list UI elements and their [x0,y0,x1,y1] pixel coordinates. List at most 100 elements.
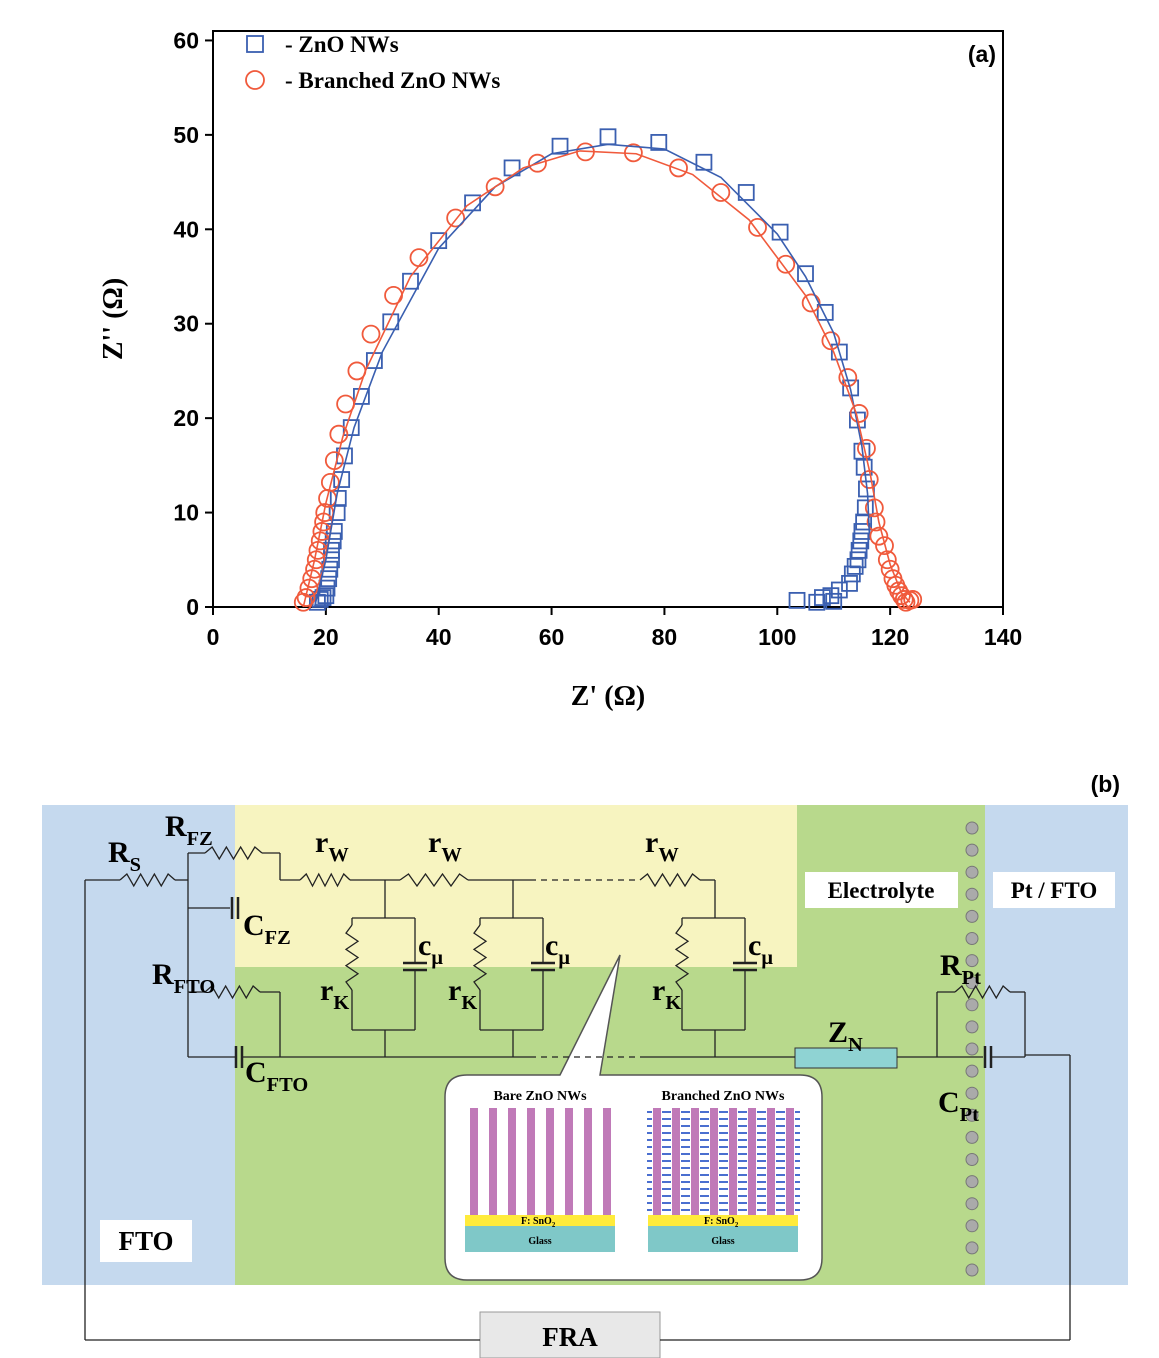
electrode-bead [965,1219,979,1233]
point [599,128,617,146]
x-axis-title: Z' (Ω) [571,681,646,712]
point [650,134,668,151]
nanowire [470,1108,478,1216]
circuit-label-sub: W [658,844,679,866]
point [814,589,831,606]
point [842,379,860,397]
point [797,265,814,283]
circuit-label: CPt [938,1086,979,1126]
nanowire [786,1108,794,1216]
zno-region [235,805,797,967]
resistor [674,924,690,991]
circuit-label: cμ [748,929,773,969]
point [748,218,767,237]
nanowire [584,1108,592,1216]
point [816,303,834,321]
label-box [805,872,958,908]
circuit-label: rK [448,974,477,1014]
resistor [299,872,351,888]
point [896,592,916,612]
point [859,470,879,489]
x-tick-label: 120 [871,624,909,650]
circuit-label-main: r [652,974,665,1007]
y-tick-label: 50 [173,122,199,148]
zn-element [794,1047,898,1069]
circuit-label-main: R [152,958,174,991]
circuit-label-sub: FZ [187,828,213,850]
x-tick-label: 20 [313,624,339,650]
nanowire [489,1108,497,1216]
circuit-label-sub: S [130,854,141,876]
point [299,578,319,598]
x-tick-label: 140 [984,624,1022,650]
point [551,137,569,155]
point [329,424,349,444]
electrode-bead [965,998,979,1012]
resistor [954,984,1011,1000]
circuit-label: cμ [545,929,570,969]
fra-box [479,1311,661,1358]
point [325,523,343,540]
point [296,588,316,607]
inset-callout [444,954,823,1281]
circuit-label: rW [428,826,462,866]
fit-line [302,150,911,608]
circuit-label: ZN [828,1016,863,1056]
y-tick-label: 0 [186,594,199,620]
resistor [204,845,263,861]
point [843,565,861,583]
legend-marker [245,70,265,90]
electrode-bead [965,1020,979,1034]
circuit-label-sub: Pt [962,967,981,989]
point [324,532,342,550]
circuit-label: CFTO [245,1056,308,1096]
electrode-bead [965,1064,979,1078]
electrode-bead [965,1263,979,1277]
x-tick-label: 100 [758,624,796,650]
label-box [100,1220,192,1262]
electrode-bead [965,1086,979,1100]
point [320,472,340,492]
circuit-label-main: C [243,909,265,942]
layer-label-main: F: SnO [704,1216,735,1227]
panel-label: (a) [968,41,996,67]
label-box [993,872,1115,908]
y-tick-label: 30 [173,311,199,337]
x-tick-label: 0 [207,624,220,650]
circuit-label-sub: FZ [265,927,291,949]
legend-label: - Branched ZnO NWs [285,68,500,93]
circuit-label-main: c [418,929,431,962]
point [894,590,914,609]
point [361,324,381,344]
electrode-bead [965,909,979,923]
y-axis-title: Z'' (Ω) [98,278,129,360]
nanowire [729,1108,737,1216]
glass-layer [648,1226,798,1252]
circuit-label-sub: FTO [267,1074,309,1096]
point [711,183,731,202]
y-tick-label: 60 [173,27,199,53]
point [849,404,869,423]
nanowire [546,1108,554,1216]
electrode-bead [965,865,979,879]
circuit-label-sub: FTO [174,976,216,998]
resistor [119,872,176,888]
circuit-label: rW [645,826,679,866]
electrode-bead [965,1153,979,1166]
circuit-label-sub: μ [558,947,570,969]
circuit-label-main: r [315,826,328,859]
point [353,388,370,405]
electrode-bead [965,1108,979,1122]
point [869,526,889,546]
circuit-label-sub: μ [431,947,443,969]
region-label: Electrolyte [828,878,935,903]
x-tick-label: 40 [426,624,452,650]
electrode-bead [965,887,979,901]
circuit-label-main: r [428,826,441,859]
point [830,581,848,599]
circuit-label-sub: K [461,992,477,1014]
nanowire [691,1108,699,1216]
panel-label: (b) [1091,771,1120,797]
point [695,153,713,171]
point [821,331,841,351]
